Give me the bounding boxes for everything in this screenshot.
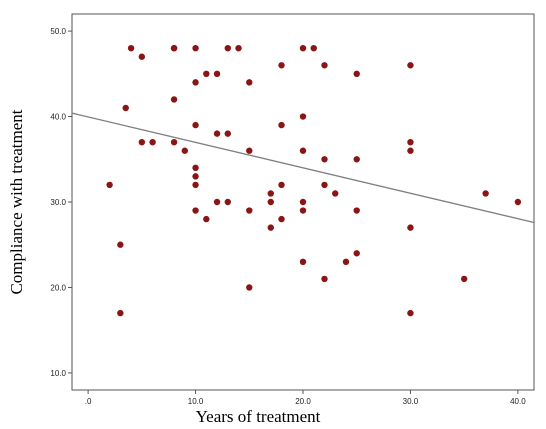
data-point [192, 121, 199, 129]
data-point [407, 224, 414, 231]
y-axis-ticks: 10.0 20.0 30.0 40.0 50.0 [50, 27, 72, 378]
data-point [246, 147, 253, 154]
data-point [332, 190, 339, 197]
data-point [460, 275, 468, 283]
data-point [353, 207, 360, 214]
data-point [321, 181, 328, 189]
data-point [514, 198, 522, 206]
data-point [203, 70, 210, 78]
data-point [235, 44, 242, 52]
data-point [170, 138, 178, 146]
regression-fit-line [71, 112, 535, 224]
data-point [170, 44, 178, 52]
y-tick-label: 20.0 [50, 283, 66, 292]
data-point [353, 156, 360, 163]
data-point [278, 62, 285, 69]
data-point [224, 130, 231, 137]
x-tick-label: .0 [85, 397, 92, 406]
data-point [192, 173, 199, 180]
data-point [299, 207, 307, 214]
data-point [138, 53, 146, 60]
data-point [342, 258, 350, 266]
data-point [246, 79, 253, 86]
data-point [310, 44, 317, 52]
x-tick-label: 20.0 [295, 397, 311, 406]
data-point [213, 130, 221, 137]
data-point [267, 224, 274, 231]
y-tick-label: 50.0 [50, 27, 66, 36]
x-tick-label: 30.0 [403, 397, 419, 406]
data-point [299, 147, 307, 154]
y-tick-label: 40.0 [50, 113, 66, 122]
data-point [224, 198, 231, 206]
data-point [203, 215, 210, 223]
data-points [106, 44, 522, 317]
data-point [299, 198, 307, 206]
data-point [321, 62, 328, 69]
y-tick-label: 10.0 [50, 369, 66, 378]
data-point [192, 181, 199, 189]
data-point [192, 44, 199, 52]
data-point [122, 104, 129, 112]
data-point [149, 138, 156, 146]
data-point [246, 284, 253, 291]
x-tick-label: 10.0 [188, 397, 204, 406]
x-axis-ticks: .0 10.0 20.0 30.0 40.0 [85, 390, 526, 406]
data-point [181, 147, 189, 154]
y-axis-title: Compliance with treatment [7, 109, 26, 294]
x-tick-label: 40.0 [510, 397, 526, 406]
data-point [117, 309, 124, 317]
data-point [299, 113, 307, 120]
data-point [192, 207, 199, 214]
data-point [138, 138, 146, 146]
data-point [278, 215, 285, 223]
data-point [192, 79, 199, 86]
data-point [407, 138, 414, 146]
y-tick-label: 30.0 [50, 198, 66, 207]
data-point [278, 181, 285, 189]
data-point [299, 44, 307, 52]
data-point [224, 44, 231, 52]
data-point [246, 207, 253, 214]
data-point [170, 96, 178, 103]
data-point [353, 250, 360, 257]
data-point [321, 275, 328, 283]
data-point [213, 198, 221, 206]
data-point [106, 181, 113, 189]
data-point [299, 258, 307, 266]
data-point [213, 70, 221, 78]
data-point [192, 164, 199, 172]
data-point [353, 70, 360, 78]
data-point [407, 147, 414, 154]
data-point [482, 190, 489, 197]
data-point [407, 309, 414, 317]
data-point [117, 241, 124, 248]
data-point [267, 198, 274, 206]
x-axis-title: Years of treatment [196, 407, 321, 426]
data-point [127, 44, 135, 52]
data-point [321, 156, 328, 163]
data-point [407, 62, 414, 69]
data-point [278, 121, 285, 129]
data-point [267, 190, 274, 197]
